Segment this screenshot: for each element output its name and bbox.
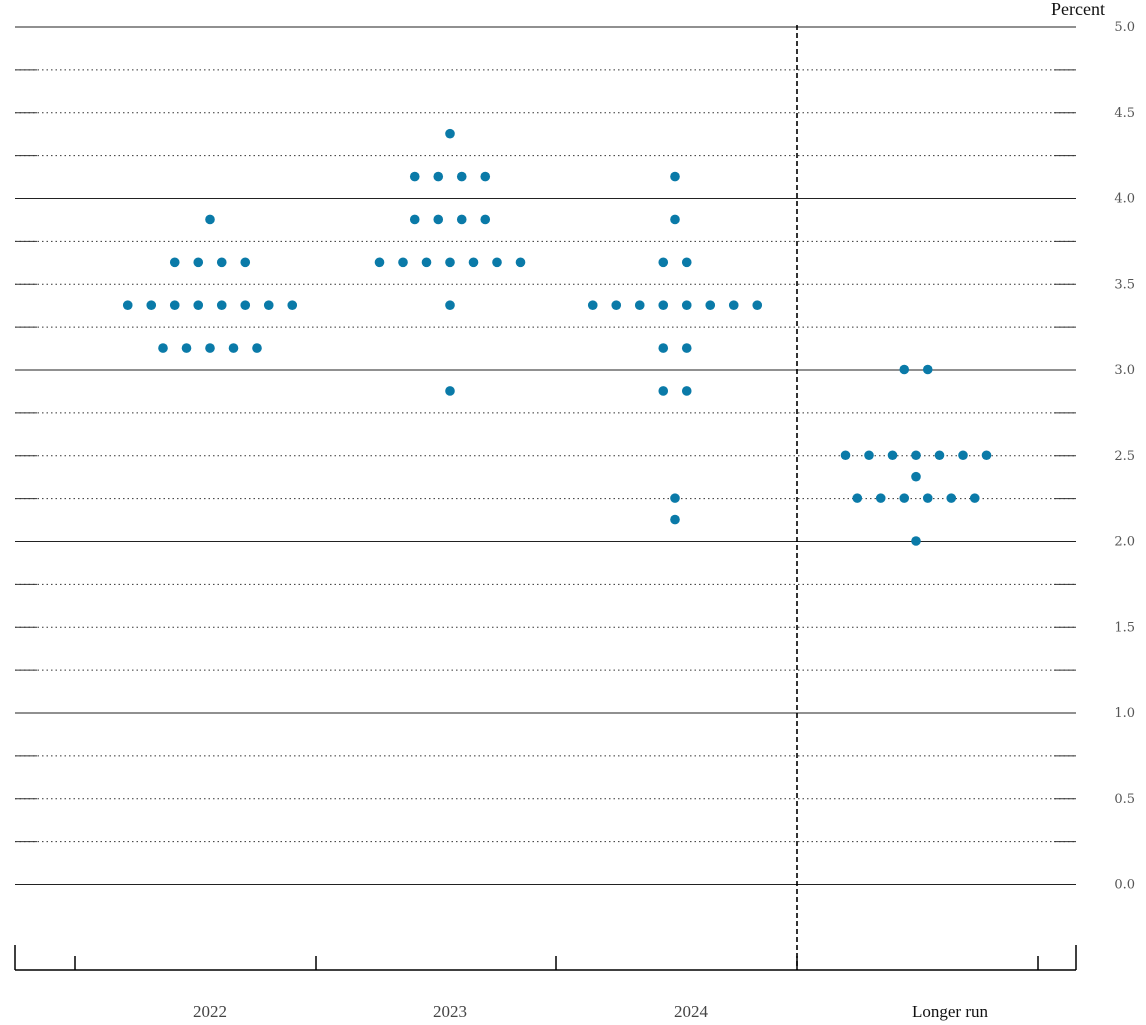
dot xyxy=(981,450,992,461)
dot xyxy=(374,257,385,268)
dot xyxy=(611,300,622,310)
dot xyxy=(456,214,467,225)
y-tick-label: 1.5 xyxy=(1114,620,1135,635)
dot xyxy=(193,257,204,268)
dot xyxy=(287,300,298,310)
x-category-label: Longer run xyxy=(912,1002,989,1021)
dot xyxy=(946,493,957,503)
dot xyxy=(681,300,692,310)
dot xyxy=(681,343,692,353)
dot xyxy=(658,343,669,353)
dot xyxy=(421,257,432,268)
dot xyxy=(670,171,680,182)
dot xyxy=(205,214,215,225)
dot xyxy=(433,171,444,182)
dot xyxy=(480,171,491,182)
y-tick-label: 1.0 xyxy=(1114,706,1135,721)
dot xyxy=(456,171,467,182)
dot xyxy=(887,450,898,461)
dot xyxy=(216,257,227,268)
dot xyxy=(480,214,491,225)
dot xyxy=(205,343,215,353)
dot xyxy=(515,257,526,268)
dot xyxy=(433,214,444,225)
dot xyxy=(169,300,180,310)
dot xyxy=(398,257,408,268)
y-tick-label: 2.0 xyxy=(1114,535,1135,550)
dot xyxy=(658,386,669,396)
dot xyxy=(587,300,598,310)
dot xyxy=(181,343,192,353)
dot xyxy=(169,257,180,268)
y-tick-label: 2.5 xyxy=(1114,449,1135,464)
dot xyxy=(122,300,133,310)
dot xyxy=(193,300,204,310)
y-axis-tick-labels: 0.0 0.5 1.0 1.5 2.0 2.5 3.0 3.5 4.0 4.5 5.0 xyxy=(1114,20,1135,893)
dot xyxy=(146,300,157,310)
dots xyxy=(122,128,992,546)
dot xyxy=(958,450,968,461)
dot xyxy=(445,257,455,268)
dot xyxy=(216,300,227,310)
dot xyxy=(705,300,716,310)
dot xyxy=(252,343,262,353)
dot xyxy=(922,364,933,375)
dot xyxy=(934,450,945,461)
dot xyxy=(468,257,479,268)
dot xyxy=(911,536,921,546)
dot xyxy=(492,257,502,268)
dot xyxy=(852,493,863,503)
x-category-label: 2022 xyxy=(193,1002,227,1021)
dot xyxy=(864,450,874,461)
dot xyxy=(658,257,669,268)
dot xyxy=(263,300,274,310)
y-tick-label: 5.0 xyxy=(1114,20,1135,35)
dot xyxy=(409,214,420,225)
x-category-label: 2023 xyxy=(433,1002,467,1021)
dot xyxy=(911,450,921,461)
dot xyxy=(875,493,886,503)
dot xyxy=(158,343,168,353)
y-tick-label: 4.5 xyxy=(1114,106,1135,121)
dot xyxy=(899,364,910,375)
dot xyxy=(240,257,251,268)
dot xyxy=(681,257,692,268)
dot xyxy=(634,300,645,310)
y-tick-label: 3.5 xyxy=(1114,277,1135,292)
y-tick-label: 4.0 xyxy=(1114,192,1135,207)
gridlines xyxy=(15,26,1076,885)
dot xyxy=(922,493,933,503)
dot xyxy=(228,343,239,353)
dot xyxy=(445,386,455,396)
y-axis-unit-label: Percent xyxy=(1051,0,1105,19)
y-tick-label: 0.0 xyxy=(1114,878,1135,893)
x-axis: 2022 2023 2024 Longer run xyxy=(14,945,1077,1021)
y-tick-label: 3.0 xyxy=(1114,363,1135,378)
dot xyxy=(409,171,420,182)
y-tick-label: 0.5 xyxy=(1114,792,1135,807)
dot xyxy=(911,471,921,482)
dot xyxy=(445,300,455,310)
dot xyxy=(670,493,680,503)
dot xyxy=(728,300,739,310)
dot xyxy=(899,493,910,503)
x-category-label: 2024 xyxy=(674,1002,709,1021)
dot xyxy=(752,300,763,310)
dot xyxy=(670,214,680,225)
dot xyxy=(840,450,851,461)
dot xyxy=(445,128,455,139)
dot xyxy=(969,493,980,503)
dot xyxy=(670,514,680,525)
dot xyxy=(240,300,251,310)
dot xyxy=(658,300,669,310)
dot xyxy=(681,386,692,396)
